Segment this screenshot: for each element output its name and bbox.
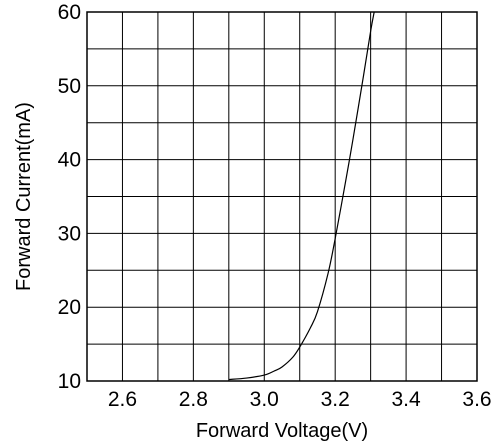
x-tick-label: 2.6: [108, 388, 137, 411]
x-tick-label: 3.0: [250, 388, 279, 411]
x-tick-label: 2.8: [179, 388, 208, 411]
x-tick-label: 3.6: [462, 388, 491, 411]
y-axis-ticks: 10 20 30 40 50 60: [58, 1, 81, 393]
plot-frame: [86, 11, 478, 382]
y-tick-label: 40: [58, 149, 81, 172]
grid-lines: [87, 12, 477, 381]
x-axis-ticks: 2.6 2.8 3.0 3.2 3.4 3.6: [108, 388, 492, 411]
x-tick-label: 3.2: [321, 388, 350, 411]
y-tick-label: 60: [58, 1, 81, 24]
y-tick-label: 10: [58, 370, 81, 393]
x-tick-label: 3.4: [391, 388, 421, 411]
y-axis-title: Forward Current(mA): [13, 102, 35, 291]
plot-area: [228, 11, 375, 381]
y-tick-label: 20: [58, 296, 81, 319]
y-tick-label: 50: [58, 75, 81, 98]
y-tick-label: 30: [58, 222, 81, 245]
x-axis-title: Forward Voltage(V): [196, 420, 368, 442]
series-line: [228, 11, 375, 381]
